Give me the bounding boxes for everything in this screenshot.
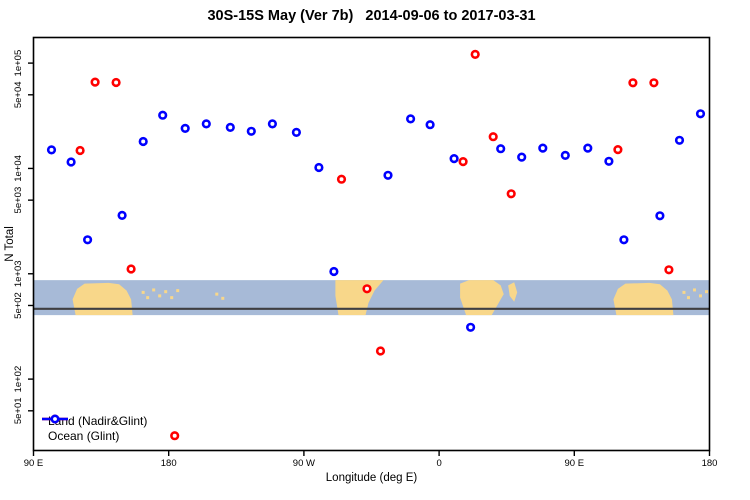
x-tick-label: 90 E [565,458,585,469]
data-point-land [470,49,480,60]
data-point-ocean [449,154,459,164]
data-point-land [126,264,136,274]
chart-title: 30S-15S May (Ver 7b) 2014-09-06 to 2017-… [207,8,536,24]
data-point-land [458,157,468,167]
data-point-ocean [466,322,476,332]
x-tick-label: 180 [161,458,177,469]
data-point-ocean [695,109,706,119]
map-strip-island [692,288,696,292]
map-strip-island [170,296,174,300]
data-point-ocean [583,143,593,153]
data-point-ocean [291,127,302,137]
data-point-land [336,174,347,184]
map-strip-island [158,294,162,298]
x-tick-label: 180 [702,458,718,469]
x-tick-label: 90 E [24,458,44,469]
y-tick-label: 5e+01 [13,397,24,424]
data-point-land [90,77,100,87]
map-strip-island [704,290,708,294]
y-tick-label: 1e+05 [13,50,24,77]
data-point-ocean [66,157,76,167]
ocean-legend-marker-icon [42,414,68,424]
map-strip-island [164,290,168,294]
data-point-land [628,78,638,88]
y-tick-label: 5e+03 [13,187,24,214]
data-point-ocean [117,210,127,220]
data-point-ocean [538,143,548,153]
data-point-land [362,284,372,294]
map-strip-island [698,294,702,298]
map-strip-island [176,289,180,293]
map-strip-island [146,296,150,300]
data-point-ocean [138,136,148,147]
map-strip-island [152,288,156,292]
x-tick-label: 0 [436,458,441,469]
data-point-ocean [201,119,211,129]
map-strip-island [682,290,686,294]
y-tick-label: 1e+03 [13,260,24,287]
map-strip-land-africa [460,280,504,316]
map-strip-island [686,296,690,300]
data-point-ocean [329,266,339,277]
data-point-ocean [383,170,393,180]
data-point-land [613,145,623,155]
data-point-ocean [496,144,506,154]
data-point-ocean [655,211,665,221]
data-point-ocean [604,156,614,166]
map-strip-island [221,296,225,300]
map-strip-land-australia [72,282,133,316]
data-point-ocean [246,126,256,136]
data-point-ocean [619,235,629,245]
map-strip-island [215,292,219,296]
map-strip-island [141,290,145,294]
x-tick-label: 90 W [293,458,315,469]
data-point-ocean [225,122,235,132]
data-point-ocean [406,114,416,124]
map-strip-land-australia-wrapped [613,282,674,316]
data-point-ocean [267,119,278,129]
data-point-land [488,132,498,142]
data-point-ocean [46,145,57,155]
y-tick-label: 5e+04 [13,81,24,108]
legend: Land (Nadir&Glint) Ocean (Glint) [41,413,147,443]
plot-frame [32,36,711,452]
data-point-ocean [180,123,190,133]
data-point-ocean [517,152,527,162]
data-point-land [375,346,386,356]
data-point-land [649,78,659,88]
data-point-ocean [425,120,435,130]
data-point-land [664,265,674,275]
data-point-land [506,189,516,199]
legend-label-ocean: Ocean (Glint) [48,428,120,443]
legend-row-ocean: Ocean (Glint) [41,414,147,443]
x-axis-title: Longitude (deg E) [325,472,418,484]
data-point-ocean [82,235,93,245]
y-tick-label: 1e+04 [13,155,24,182]
data-point-ocean [560,150,570,160]
data-point-land [111,77,121,88]
data-point-land [75,145,85,156]
data-point-ocean [674,135,685,145]
y-tick-label: 1e+02 [13,366,24,393]
data-point-ocean [158,110,168,120]
map-strip-land-madagascar [508,282,518,302]
data-point-land [170,431,180,441]
y-tick-label: 5e+02 [13,292,24,319]
data-point-ocean [314,162,324,173]
